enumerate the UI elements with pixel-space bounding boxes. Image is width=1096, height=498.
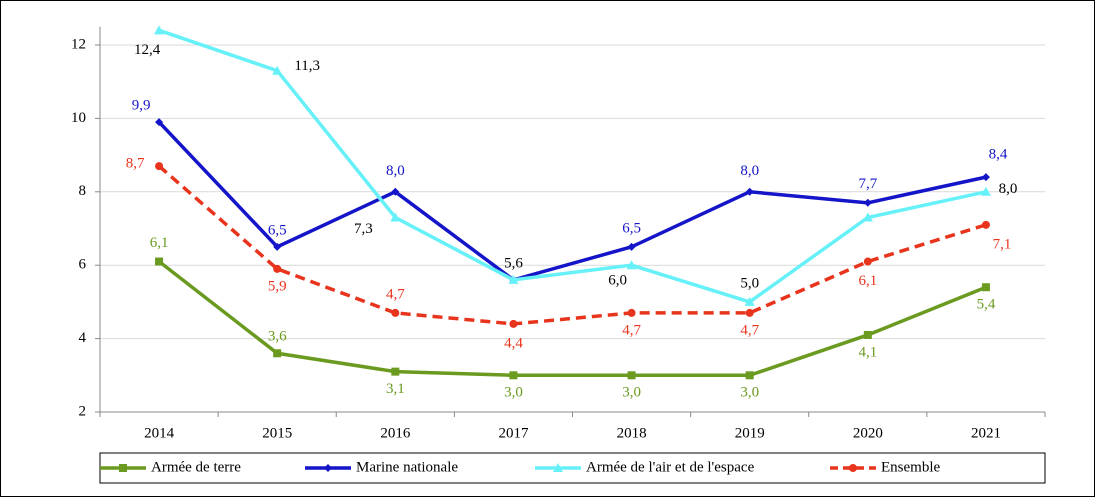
marker bbox=[272, 65, 283, 75]
marker bbox=[391, 308, 400, 317]
y-tick-label: 10 bbox=[71, 110, 86, 126]
x-tick-label: 2018 bbox=[617, 425, 647, 441]
data-label: 3,0 bbox=[504, 385, 523, 401]
marker bbox=[391, 367, 400, 376]
data-label: 8,4 bbox=[989, 147, 1008, 163]
data-label: 5,9 bbox=[268, 278, 287, 294]
x-tick-label: 2015 bbox=[262, 425, 292, 441]
marker bbox=[508, 274, 519, 284]
data-label: 7,7 bbox=[858, 176, 877, 192]
data-label: 9,9 bbox=[132, 98, 151, 114]
data-label: 8,0 bbox=[740, 163, 759, 179]
x-tick-label: 2016 bbox=[380, 425, 411, 441]
marker bbox=[744, 296, 755, 306]
data-label: 3,0 bbox=[740, 385, 759, 401]
series-line bbox=[158, 28, 987, 304]
marker bbox=[863, 198, 872, 207]
data-label: 5,0 bbox=[740, 275, 759, 291]
marker bbox=[553, 463, 563, 472]
marker bbox=[390, 212, 401, 222]
data-label: 11,3 bbox=[294, 58, 320, 74]
data-label: 5,6 bbox=[504, 255, 523, 271]
marker bbox=[981, 283, 990, 292]
series-line bbox=[157, 164, 987, 326]
data-label: 4,4 bbox=[504, 335, 523, 351]
marker bbox=[745, 371, 754, 380]
y-tick-label: 8 bbox=[79, 183, 87, 199]
marker bbox=[981, 173, 990, 182]
legend-label: Armée de terre bbox=[151, 459, 241, 475]
marker bbox=[155, 257, 164, 266]
data-label: 3,0 bbox=[622, 385, 641, 401]
series-line bbox=[157, 260, 987, 378]
data-label: 4,7 bbox=[386, 286, 405, 302]
marker bbox=[862, 212, 873, 222]
marker bbox=[119, 464, 127, 472]
marker bbox=[509, 371, 518, 380]
data-label: 6,1 bbox=[150, 235, 169, 251]
marker bbox=[154, 25, 165, 35]
data-label: 8,7 bbox=[126, 156, 145, 172]
data-label: 3,1 bbox=[386, 381, 405, 397]
marker bbox=[626, 260, 637, 270]
x-tick-label: 2017 bbox=[498, 425, 529, 441]
data-label: 7,3 bbox=[354, 221, 373, 237]
data-label: 7,1 bbox=[993, 236, 1012, 252]
marker bbox=[863, 330, 872, 339]
marker bbox=[509, 319, 518, 328]
series-line bbox=[157, 120, 987, 282]
data-label: 3,6 bbox=[268, 329, 287, 345]
x-tick-label: 2014 bbox=[144, 425, 175, 441]
marker bbox=[391, 187, 400, 196]
marker bbox=[273, 242, 282, 251]
data-label: 4,7 bbox=[740, 322, 759, 338]
data-label: 5,4 bbox=[977, 297, 996, 313]
marker bbox=[745, 187, 754, 196]
marker bbox=[273, 349, 282, 358]
marker bbox=[627, 242, 636, 251]
data-label: 4,1 bbox=[858, 344, 877, 360]
data-label: 6,5 bbox=[622, 220, 641, 236]
data-label: 8,0 bbox=[386, 163, 405, 179]
legend-label: Marine nationale bbox=[356, 459, 458, 475]
marker bbox=[863, 257, 872, 266]
marker bbox=[980, 186, 991, 196]
marker bbox=[849, 464, 857, 472]
legend-label: Armée de l'air et de l'espace bbox=[586, 459, 755, 475]
y-tick-label: 4 bbox=[79, 330, 87, 346]
data-label: 6,5 bbox=[268, 222, 287, 238]
y-tick-label: 2 bbox=[79, 403, 87, 419]
data-label: 6,0 bbox=[608, 273, 627, 289]
marker bbox=[745, 308, 754, 317]
marker bbox=[155, 162, 164, 171]
x-tick-label: 2021 bbox=[971, 425, 1001, 441]
marker bbox=[273, 264, 282, 273]
data-label: 12,4 bbox=[134, 42, 161, 58]
x-tick-label: 2020 bbox=[853, 425, 883, 441]
data-label: 8,0 bbox=[999, 181, 1018, 197]
marker bbox=[324, 464, 332, 472]
x-tick-label: 2019 bbox=[735, 425, 765, 441]
marker bbox=[981, 220, 990, 229]
data-label: 4,7 bbox=[622, 322, 641, 338]
marker bbox=[155, 118, 164, 127]
marker bbox=[627, 308, 636, 317]
marker bbox=[627, 371, 636, 380]
y-tick-label: 6 bbox=[79, 257, 87, 273]
legend-label: Ensemble bbox=[881, 459, 940, 475]
data-label: 6,1 bbox=[858, 273, 877, 289]
y-tick-label: 12 bbox=[71, 36, 86, 52]
